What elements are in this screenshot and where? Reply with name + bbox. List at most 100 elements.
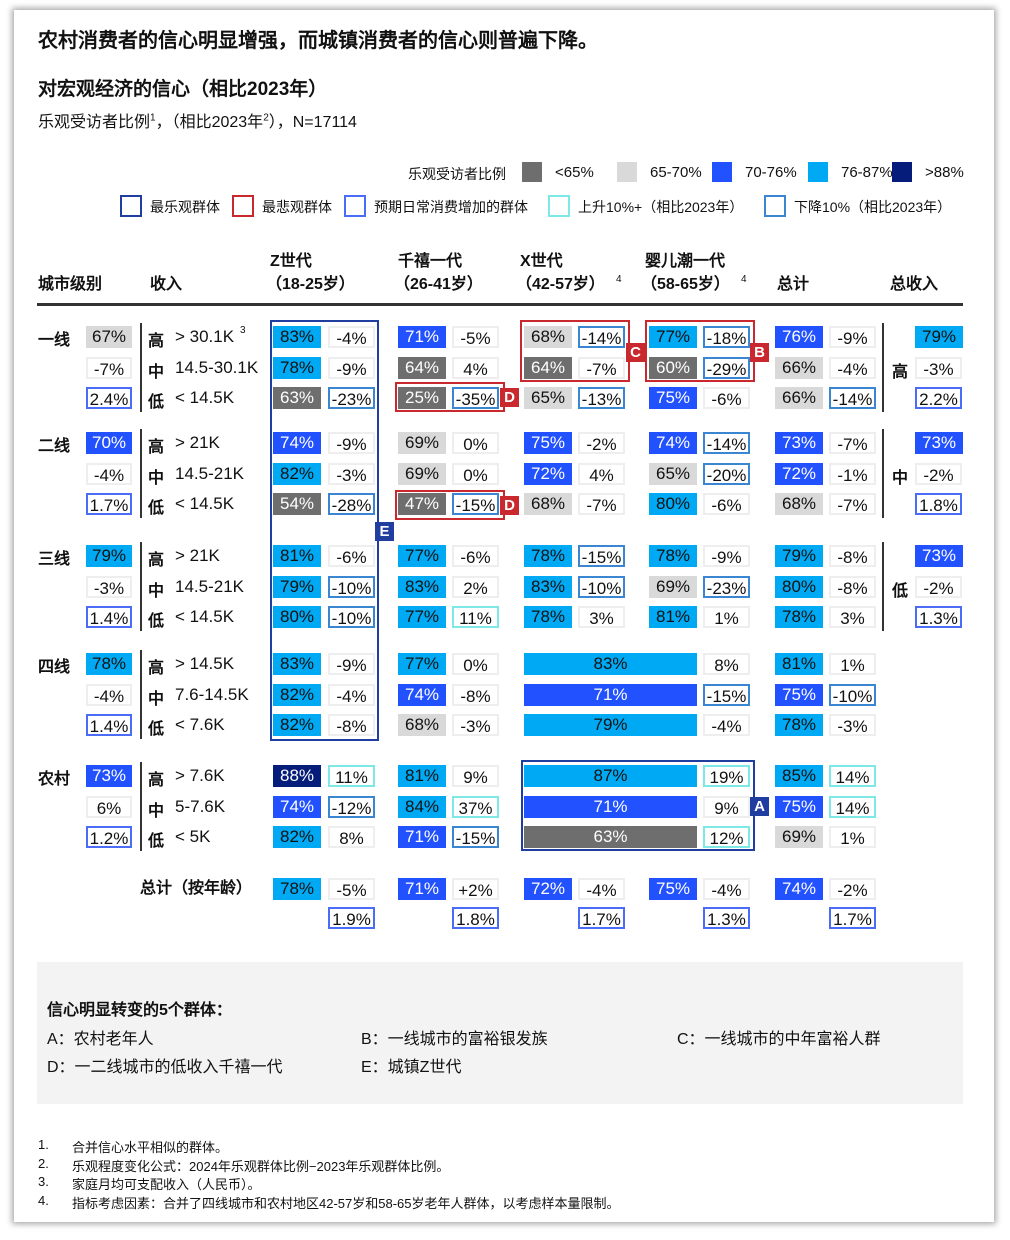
income-level: 高 xyxy=(148,439,165,456)
optimism-value: 71% xyxy=(398,326,446,348)
col-header-genz-ages: （18-25岁） xyxy=(266,276,355,293)
income-level: 中 xyxy=(148,690,165,708)
income-total-spend: 1.8% xyxy=(915,493,962,515)
city-tier-label: 一线 xyxy=(38,332,71,349)
change-value: 11% xyxy=(328,765,375,787)
tier-total-value: 70% xyxy=(86,432,132,454)
groups-box: 信心明显转变的5个群体： A：农村老年人 B：一线城市的富裕银发族 C：一线城市… xyxy=(37,962,963,1104)
legend-fill-label: 76-87% xyxy=(841,164,893,181)
income-level: 低 xyxy=(148,500,165,517)
group-c: C：一线城市的中年富裕人群 xyxy=(677,1031,881,1048)
optimism-value: 79% xyxy=(273,575,321,598)
income-total-spend: 1.3% xyxy=(915,606,962,628)
optimism-value: 68% xyxy=(524,493,572,515)
highlight-box xyxy=(395,490,505,520)
income-total-level: 中 xyxy=(892,469,909,487)
optimism-value: 81% xyxy=(775,653,823,675)
change-value: -10% xyxy=(829,683,876,706)
income-range: 5-7.6K xyxy=(175,796,226,816)
optimism-value: 79% xyxy=(524,714,697,736)
change-value: 1% xyxy=(829,826,876,848)
change-value: 14% xyxy=(829,765,876,787)
optimism-value: 81% xyxy=(649,606,697,628)
change-value: -13% xyxy=(578,387,625,409)
optimism-value: 74% xyxy=(398,683,446,706)
income-range: > 7.6K xyxy=(175,766,225,785)
optimism-value: 79% xyxy=(775,545,823,567)
optimism-value: 83% xyxy=(524,575,572,598)
change-value: -20% xyxy=(703,462,750,485)
age-total-value: 72% xyxy=(524,878,572,900)
tier-change-value: -7% xyxy=(86,356,132,379)
change-value: -7% xyxy=(829,432,876,454)
income-range: > 30.1K xyxy=(175,327,235,346)
change-value: -6% xyxy=(703,493,750,515)
tier-total-value: 67% xyxy=(86,326,132,348)
optimism-value: 74% xyxy=(273,795,321,818)
change-value: -15% xyxy=(578,545,625,567)
optimism-value: 74% xyxy=(273,432,321,454)
optimism-value: 69% xyxy=(398,462,446,485)
optimism-value: 71% xyxy=(524,795,697,818)
optimism-value: 78% xyxy=(273,356,321,379)
optimism-value: 75% xyxy=(775,795,823,818)
age-total-value: 74% xyxy=(775,878,823,900)
income-range: > 14.5K xyxy=(175,654,235,673)
income-total-change: -2% xyxy=(915,575,962,598)
change-value: -9% xyxy=(703,545,750,567)
change-value: -10% xyxy=(328,575,375,598)
legend-outline-swatch xyxy=(548,195,570,217)
group-d: D：一二线城市的低收入千禧一代 xyxy=(47,1059,283,1076)
change-value: 12% xyxy=(703,826,750,848)
divider xyxy=(140,762,142,851)
age-total-spend: 1.8% xyxy=(452,907,499,929)
tier-total-value: 73% xyxy=(86,765,132,787)
col-header-footnote: 4 xyxy=(741,274,747,285)
optimism-value: 68% xyxy=(524,326,572,348)
optimism-value: 75% xyxy=(775,683,823,706)
optimism-value: 78% xyxy=(524,545,572,567)
change-value: -9% xyxy=(328,432,375,454)
change-value: -14% xyxy=(578,326,625,348)
change-value: -5% xyxy=(452,326,499,348)
optimism-value: 54% xyxy=(273,493,321,515)
highlight-tag: D xyxy=(500,496,519,515)
optimism-value: 60% xyxy=(649,356,697,379)
change-value: -14% xyxy=(703,432,750,454)
legend-outline-label: 最乐观群体 xyxy=(150,199,220,215)
optimism-value: 80% xyxy=(775,575,823,598)
divider xyxy=(140,542,142,631)
change-value: 3% xyxy=(829,606,876,628)
income-range: < 14.5K xyxy=(175,607,235,626)
income-level: 中 xyxy=(148,582,165,600)
income-level: 低 xyxy=(148,721,165,738)
change-value: -14% xyxy=(829,387,876,409)
optimism-value: 72% xyxy=(524,462,572,485)
change-value: -6% xyxy=(452,545,499,567)
optimism-value: 71% xyxy=(398,826,446,848)
highlight-box xyxy=(645,320,755,382)
change-value: 0% xyxy=(452,432,499,454)
optimism-value: 75% xyxy=(649,387,697,409)
change-value: -8% xyxy=(452,683,499,706)
col-header-boom: 婴儿潮一代 xyxy=(645,253,726,270)
col-header-mill: 千禧一代 xyxy=(398,253,463,270)
footnote-number: 3. xyxy=(38,1174,49,1189)
optimism-value: 83% xyxy=(273,653,321,675)
income-range: 14.5-21K xyxy=(175,463,244,483)
change-value: 19% xyxy=(703,765,750,787)
optimism-value: 77% xyxy=(649,326,697,348)
income-range: 14.5-30.1K xyxy=(175,357,259,377)
optimism-value: 77% xyxy=(398,545,446,567)
income-range: 7.6-14.5K xyxy=(175,684,249,704)
age-total-spend: 1.7% xyxy=(829,907,876,929)
change-value: -3% xyxy=(328,462,375,485)
change-value: -2% xyxy=(578,432,625,454)
col-header-total: 总计 xyxy=(777,276,810,293)
change-value: -9% xyxy=(829,326,876,348)
highlight-tag: D xyxy=(500,388,519,407)
income-range: < 7.6K xyxy=(175,715,225,734)
optimism-value: 69% xyxy=(398,432,446,454)
optimism-value: 85% xyxy=(775,765,823,787)
change-value: 3% xyxy=(578,606,625,628)
